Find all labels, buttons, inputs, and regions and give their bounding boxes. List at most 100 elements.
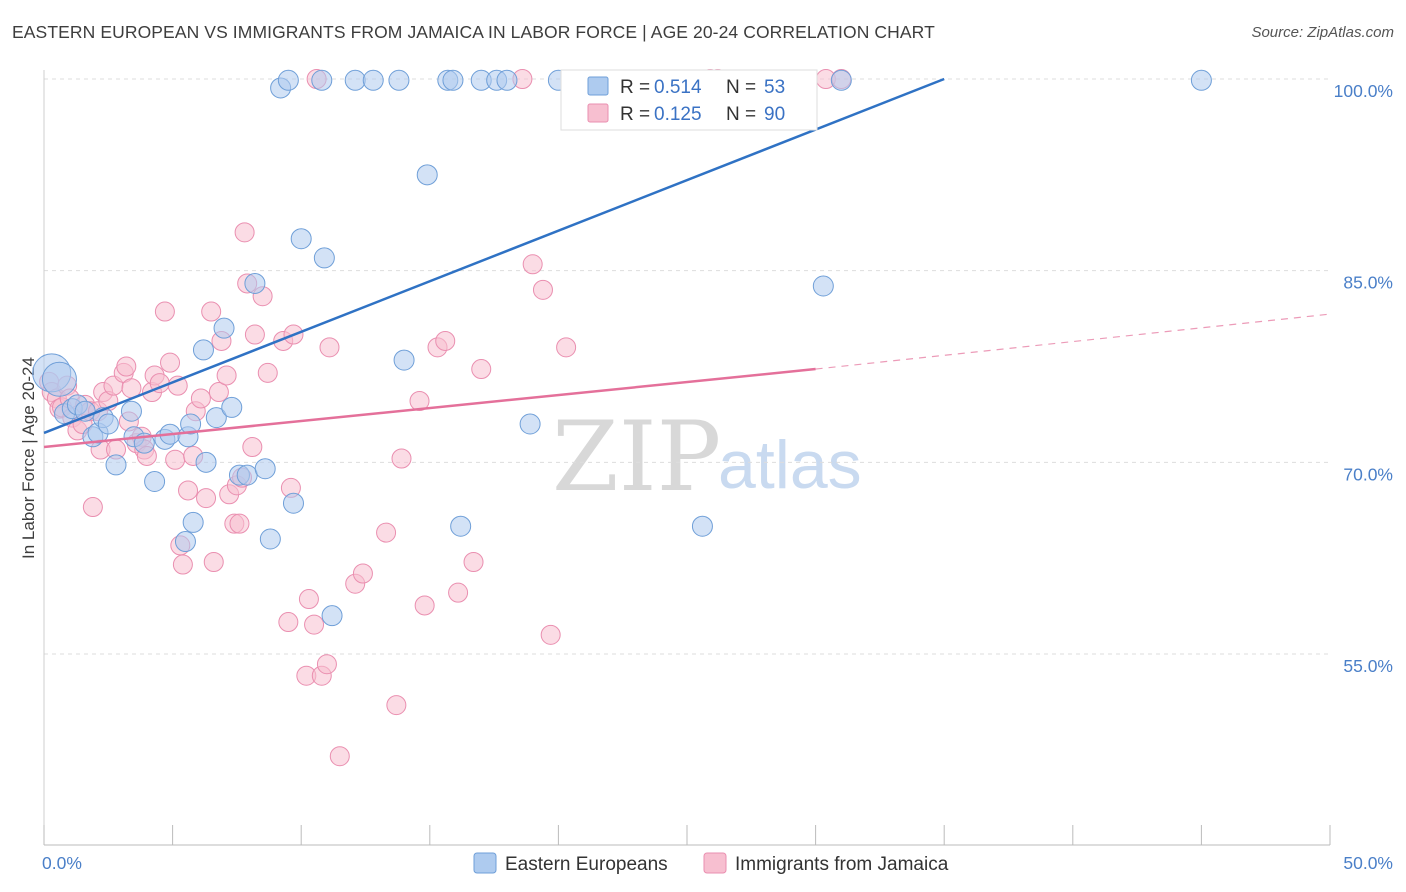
- point-jamaica-68: [329, 746, 350, 767]
- x-ticks: [43, 825, 1331, 845]
- point-eastern-european-40: [388, 69, 410, 91]
- point-eastern-european-21: [192, 339, 214, 361]
- point-eastern-european-1: [41, 361, 77, 397]
- legend-r-label-blue: R =: [620, 77, 650, 98]
- series-legend: Eastern Europeans Immigrants from Jamaic…: [473, 852, 949, 875]
- legend-swatch-pink: [587, 103, 609, 123]
- point-jamaica-58: [278, 612, 299, 633]
- point-jamaica-30: [154, 301, 175, 322]
- point-jamaica-45: [216, 365, 237, 386]
- point-eastern-european-34: [290, 228, 312, 250]
- gridlines: [44, 78, 1330, 655]
- point-jamaica-36: [178, 480, 199, 501]
- point-jamaica-53: [242, 437, 263, 457]
- point-eastern-european-20: [182, 511, 204, 533]
- point-eastern-european-53: [830, 69, 852, 91]
- point-eastern-european-11: [120, 400, 142, 422]
- point-eastern-european-17: [174, 531, 196, 553]
- point-eastern-european-28: [244, 272, 266, 294]
- point-eastern-european-49: [519, 413, 541, 435]
- watermark: ZIP atlas: [552, 401, 862, 513]
- legend-label-eastern-europeans: Eastern Europeans: [505, 854, 668, 875]
- point-jamaica-39: [190, 388, 211, 409]
- point-jamaica-84: [540, 624, 561, 645]
- watermark-zip-text: ZIP: [552, 401, 721, 513]
- point-jamaica-35: [172, 554, 193, 575]
- point-eastern-european-25: [221, 396, 243, 418]
- point-jamaica-31: [160, 352, 181, 373]
- point-eastern-european-23: [205, 407, 227, 429]
- point-eastern-european-14: [144, 471, 166, 492]
- point-jamaica-54: [244, 324, 265, 345]
- legend-n-value-pink: 90: [764, 104, 785, 125]
- legend-r-label-pink: R =: [620, 104, 650, 125]
- point-eastern-european-10: [105, 454, 127, 476]
- legend-n-label-pink: N =: [726, 104, 756, 125]
- point-jamaica-75: [414, 595, 435, 616]
- legend-r-value-pink: 0.125: [654, 104, 702, 125]
- chart-title: EASTERN EUROPEAN VS IMMIGRANTS FROM JAMA…: [12, 22, 935, 42]
- y-tick-label-100: 100.0%: [1334, 81, 1393, 101]
- source-credit: Source: ZipAtlas.com: [1251, 24, 1394, 41]
- y-tick-label-55: 55.0%: [1343, 656, 1393, 676]
- point-jamaica-79: [463, 552, 484, 572]
- point-eastern-european-39: [362, 69, 384, 91]
- x-tick-label-max: 50.0%: [1343, 853, 1393, 873]
- point-eastern-european-42: [416, 164, 438, 186]
- y-tick-label-85: 85.0%: [1343, 273, 1393, 293]
- point-eastern-european-24: [213, 317, 235, 339]
- point-jamaica-83: [532, 279, 553, 300]
- point-jamaica-51: [234, 222, 255, 243]
- legend-swatch-immigrants-from-jamaica: [703, 852, 727, 874]
- point-jamaica-77: [435, 330, 456, 351]
- legend-n-label-blue: N =: [726, 77, 756, 98]
- point-eastern-european-51: [691, 515, 713, 537]
- point-eastern-european-45: [450, 515, 472, 537]
- point-jamaica-66: [316, 654, 337, 675]
- point-jamaica-42: [203, 552, 224, 572]
- point-jamaica-72: [386, 695, 407, 716]
- point-jamaica-49: [229, 513, 250, 534]
- point-eastern-european-37: [321, 605, 343, 627]
- point-jamaica-12: [82, 497, 103, 518]
- point-jamaica-74: [409, 391, 430, 411]
- y-axis-label: In Labor Force | Age 20-24: [19, 357, 38, 559]
- point-jamaica-67: [319, 337, 340, 358]
- point-eastern-european-35: [311, 69, 333, 91]
- point-eastern-european-19: [180, 413, 202, 435]
- point-eastern-european-52: [812, 275, 834, 297]
- point-eastern-european-38: [344, 69, 366, 91]
- point-eastern-european-41: [393, 349, 415, 371]
- legend-swatch-eastern-europeans: [473, 852, 497, 874]
- legend-n-value-blue: 53: [764, 77, 785, 98]
- trendline-jamaica: [43, 367, 816, 449]
- point-jamaica-43: [208, 382, 229, 403]
- point-jamaica-82: [522, 254, 543, 275]
- stats-legend: R = 0.514 N = 53 R = 0.125 N = 90: [560, 69, 818, 131]
- point-jamaica-62: [298, 589, 319, 610]
- x-tick-label-min: 0.0%: [42, 853, 82, 873]
- point-jamaica-70: [352, 563, 373, 584]
- series-eastern-europeans-points: [32, 69, 1212, 627]
- point-eastern-european-44: [442, 69, 464, 91]
- point-jamaica-80: [471, 359, 492, 380]
- point-eastern-european-36: [313, 247, 335, 269]
- point-eastern-european-9: [97, 413, 119, 435]
- point-jamaica-73: [391, 448, 412, 469]
- point-jamaica-41: [201, 301, 222, 322]
- point-jamaica-56: [257, 362, 278, 383]
- point-jamaica-20: [116, 356, 137, 377]
- y-tick-label-70: 70.0%: [1343, 464, 1393, 484]
- trendline-jamaica-extension: [815, 313, 1331, 370]
- legend-label-immigrants-from-jamaica: Immigrants from Jamaica: [735, 854, 949, 875]
- legend-swatch-blue: [587, 76, 609, 96]
- point-eastern-european-54: [1190, 69, 1212, 91]
- point-eastern-european-48: [496, 69, 518, 91]
- point-jamaica-71: [376, 522, 397, 543]
- point-jamaica-85: [556, 337, 577, 358]
- point-jamaica-32: [165, 449, 186, 470]
- point-jamaica-78: [448, 582, 469, 603]
- trendline-eastern-europeans: [43, 77, 945, 435]
- trend-lines: [43, 77, 1331, 449]
